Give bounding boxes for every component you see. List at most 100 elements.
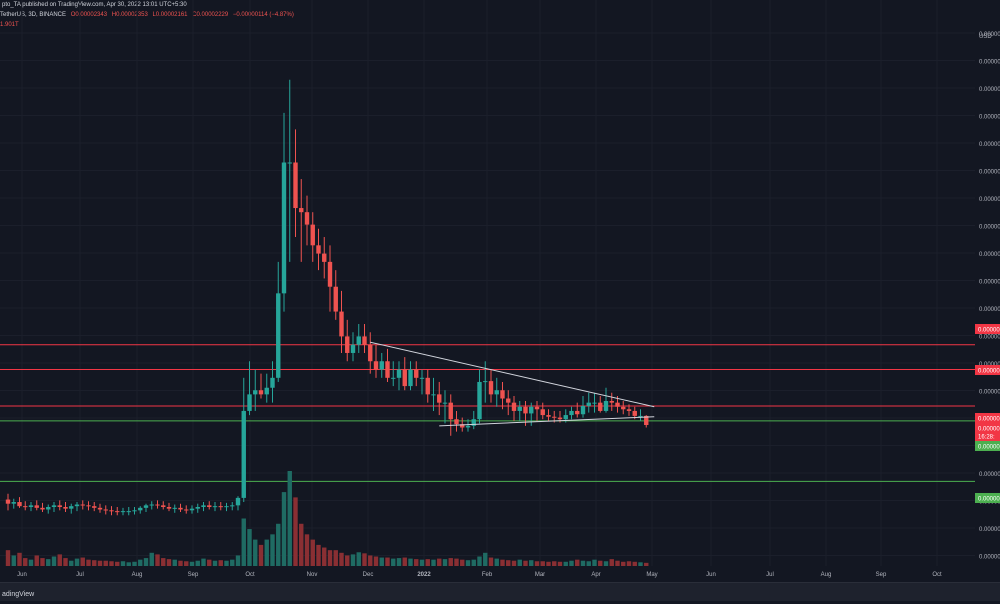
candle-body[interactable] bbox=[132, 510, 137, 512]
candle-body[interactable] bbox=[609, 401, 614, 403]
candle-body[interactable] bbox=[46, 507, 51, 510]
candle-body[interactable] bbox=[523, 406, 528, 414]
candle-body[interactable] bbox=[5, 499, 11, 504]
candle-body[interactable] bbox=[51, 505, 57, 507]
candle-body[interactable] bbox=[120, 511, 126, 513]
candle-body[interactable] bbox=[575, 410, 580, 415]
candle-body[interactable] bbox=[172, 507, 177, 509]
candle-body[interactable] bbox=[63, 507, 68, 509]
candle-body[interactable] bbox=[40, 507, 45, 510]
candle-body[interactable] bbox=[517, 406, 522, 411]
candle-body[interactable] bbox=[86, 505, 91, 507]
candle-body[interactable] bbox=[109, 510, 114, 512]
candle-body[interactable] bbox=[97, 507, 103, 510]
trendline[interactable] bbox=[370, 341, 655, 408]
candle-body[interactable] bbox=[126, 511, 131, 513]
candle-body[interactable] bbox=[189, 508, 195, 511]
candle-body[interactable] bbox=[178, 507, 183, 510]
candle-body[interactable] bbox=[425, 377, 430, 395]
candle-body[interactable] bbox=[385, 361, 390, 378]
candle-body[interactable] bbox=[92, 506, 97, 508]
candle-body[interactable] bbox=[28, 505, 34, 507]
candle-body[interactable] bbox=[626, 409, 632, 411]
candle-body[interactable] bbox=[465, 425, 471, 428]
candle-body[interactable] bbox=[23, 506, 28, 508]
candle-body[interactable] bbox=[270, 377, 275, 388]
candle-body[interactable] bbox=[552, 416, 557, 418]
candle-body[interactable] bbox=[143, 505, 149, 508]
candle-body[interactable] bbox=[276, 293, 281, 378]
candle-body[interactable] bbox=[34, 505, 39, 508]
candle-body[interactable] bbox=[149, 504, 154, 506]
candle-body[interactable] bbox=[80, 504, 85, 506]
candle-body[interactable] bbox=[448, 402, 453, 420]
candle-body[interactable] bbox=[138, 507, 143, 511]
candle-body[interactable] bbox=[207, 505, 212, 507]
candle-body[interactable] bbox=[69, 506, 74, 509]
candle-body[interactable] bbox=[368, 344, 373, 362]
candle-body[interactable] bbox=[396, 369, 402, 378]
candle-body[interactable] bbox=[356, 336, 361, 345]
candle-body[interactable] bbox=[304, 212, 310, 225]
candle-body[interactable] bbox=[379, 361, 384, 370]
candle-body[interactable] bbox=[402, 369, 407, 387]
candle-body[interactable] bbox=[201, 505, 206, 507]
candle-body[interactable] bbox=[408, 369, 413, 387]
candle-body[interactable] bbox=[339, 311, 344, 337]
candle-body[interactable] bbox=[511, 402, 517, 411]
candle-body[interactable] bbox=[241, 410, 246, 498]
candle-body[interactable] bbox=[350, 344, 356, 353]
candle-body[interactable] bbox=[546, 415, 551, 417]
candle-body[interactable] bbox=[103, 509, 108, 511]
candle-body[interactable] bbox=[391, 377, 396, 379]
candle-body[interactable] bbox=[166, 507, 172, 509]
candle-body[interactable] bbox=[115, 511, 120, 513]
candle-body[interactable] bbox=[644, 415, 649, 426]
candle-body[interactable] bbox=[74, 504, 80, 507]
candle-body[interactable] bbox=[184, 509, 189, 511]
candle-body[interactable] bbox=[155, 504, 160, 506]
candle-body[interactable] bbox=[580, 405, 586, 415]
candle-body[interactable] bbox=[414, 369, 419, 378]
candle-body[interactable] bbox=[253, 390, 258, 395]
candle-body[interactable] bbox=[419, 377, 425, 379]
candle-body[interactable] bbox=[483, 381, 488, 383]
candle-body[interactable] bbox=[529, 406, 534, 414]
candle-body[interactable] bbox=[17, 502, 22, 507]
candle-body[interactable] bbox=[540, 409, 545, 416]
candle-body[interactable] bbox=[281, 162, 287, 294]
candle-body[interactable] bbox=[442, 402, 448, 404]
candle-body[interactable] bbox=[506, 398, 511, 403]
candle-body[interactable] bbox=[494, 390, 499, 395]
candle-body[interactable] bbox=[264, 387, 269, 395]
candle-body[interactable] bbox=[345, 336, 350, 353]
candle-body[interactable] bbox=[258, 390, 264, 395]
candle-body[interactable] bbox=[632, 410, 637, 416]
candle-body[interactable] bbox=[373, 361, 379, 370]
trendline[interactable] bbox=[439, 416, 655, 427]
candle-body[interactable] bbox=[224, 506, 229, 508]
candle-body[interactable] bbox=[598, 402, 603, 411]
candle-body[interactable] bbox=[333, 286, 338, 312]
candle-body[interactable] bbox=[230, 505, 235, 507]
candle-body[interactable] bbox=[454, 419, 459, 425]
candle-body[interactable] bbox=[11, 502, 16, 504]
candle-body[interactable] bbox=[310, 224, 315, 246]
candle-body[interactable] bbox=[195, 507, 200, 509]
candle-body[interactable] bbox=[218, 506, 223, 508]
candle-body[interactable] bbox=[592, 402, 597, 404]
candle-body[interactable] bbox=[57, 505, 62, 507]
candle-body[interactable] bbox=[161, 505, 166, 507]
candle-body[interactable] bbox=[322, 253, 327, 262]
candle-body[interactable] bbox=[299, 208, 304, 213]
candle-body[interactable] bbox=[212, 506, 218, 508]
candle-body[interactable] bbox=[500, 390, 505, 399]
candle-body[interactable] bbox=[431, 394, 436, 396]
candle-body[interactable] bbox=[293, 162, 298, 209]
candle-body[interactable] bbox=[534, 406, 540, 410]
candle-body[interactable] bbox=[247, 394, 252, 411]
candle-body[interactable] bbox=[316, 245, 321, 254]
candle-body[interactable] bbox=[235, 497, 241, 506]
candle-body[interactable] bbox=[287, 162, 292, 164]
candle-body[interactable] bbox=[460, 424, 465, 428]
